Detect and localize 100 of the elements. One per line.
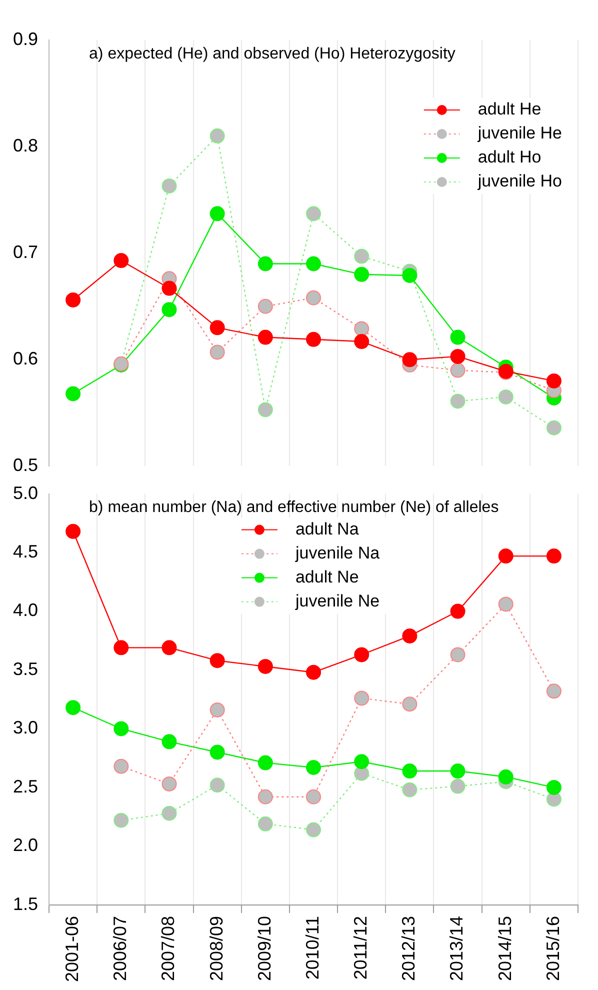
- point: [402, 764, 418, 779]
- point: [450, 778, 466, 794]
- point: [210, 653, 225, 668]
- point: [402, 352, 418, 368]
- y-tick-label: 1.5: [12, 894, 38, 914]
- point: [354, 266, 370, 282]
- legend-label: juvenile Ne: [294, 591, 380, 610]
- point: [114, 758, 129, 774]
- y-tick-label: 4.5: [12, 542, 38, 562]
- point: [306, 822, 322, 838]
- point: [162, 178, 177, 194]
- y-tick-label: 0.6: [12, 348, 38, 369]
- point: [162, 302, 177, 318]
- point: [306, 290, 322, 306]
- chart-title: a) expected (He) and observed (Ho) Heterozygosity: [89, 45, 456, 62]
- point: [354, 248, 370, 264]
- point: [210, 344, 225, 360]
- y-tick-label: 0.9: [12, 28, 38, 49]
- point: [306, 664, 322, 680]
- point: [546, 420, 562, 436]
- point: [498, 548, 514, 564]
- point: [402, 696, 418, 712]
- point: [210, 128, 225, 144]
- point: [114, 812, 129, 828]
- point: [258, 402, 273, 418]
- x-tick-label: 2007/08: [158, 916, 178, 982]
- y-tick-label: 0.7: [12, 242, 38, 262]
- point: [258, 755, 273, 770]
- point: [66, 386, 81, 402]
- point: [354, 334, 370, 350]
- y-tick-label: 0.5: [12, 455, 38, 476]
- point: [258, 658, 273, 674]
- point: [114, 253, 129, 268]
- x-tick-label: 2008/09: [206, 916, 226, 982]
- point: [354, 754, 370, 770]
- point: [162, 806, 177, 821]
- point: [498, 389, 514, 404]
- point: [66, 700, 81, 716]
- point: [210, 778, 225, 793]
- point: [258, 298, 273, 314]
- point: [306, 789, 322, 804]
- point: [306, 332, 322, 347]
- point: [306, 760, 322, 776]
- x-tick-label: 2012/13: [398, 916, 419, 982]
- x-tick-label: 2013/14: [446, 916, 467, 982]
- point: [450, 330, 466, 345]
- legend-label: adult Ne: [295, 567, 359, 586]
- x-tick-label: 2010/11: [302, 916, 322, 980]
- x-tick-label: 2006/07: [110, 916, 130, 982]
- point: [210, 320, 225, 336]
- point: [498, 596, 514, 612]
- point: [354, 321, 370, 336]
- y-tick-label: 4.0: [12, 600, 38, 620]
- point: [306, 256, 322, 272]
- point: [66, 292, 81, 308]
- x-tick-label: 2001-06: [62, 916, 82, 982]
- x-tick-label: 2009/10: [254, 916, 274, 982]
- point: [354, 647, 370, 662]
- y-tick-label: 5.0: [12, 482, 38, 503]
- legend-label: juvenile Ho: [476, 172, 562, 191]
- point: [258, 789, 273, 804]
- point: [258, 330, 273, 345]
- legend-label: juvenile He: [476, 124, 562, 143]
- point: [450, 348, 466, 364]
- point: [450, 362, 466, 378]
- y-tick-label: 2.5: [12, 776, 38, 796]
- point: [546, 684, 562, 699]
- legend-label: adult He: [478, 100, 542, 119]
- y-tick-label: 0.8: [12, 136, 38, 156]
- point: [306, 206, 322, 222]
- point: [546, 548, 562, 564]
- point: [210, 702, 225, 718]
- point: [162, 734, 177, 750]
- legend-label: adult Na: [295, 519, 360, 538]
- point: [162, 280, 177, 296]
- point: [450, 764, 466, 779]
- y-tick-label: 3.0: [12, 718, 38, 738]
- point: [114, 721, 129, 736]
- point: [450, 647, 466, 662]
- point: [450, 604, 466, 619]
- point: [450, 394, 466, 409]
- point: [210, 744, 225, 760]
- x-tick-label: 2014/15: [494, 916, 515, 982]
- point: [258, 256, 273, 272]
- point: [546, 373, 562, 388]
- point: [114, 640, 129, 656]
- point: [258, 816, 273, 832]
- y-tick-label: 3.5: [12, 658, 38, 679]
- point: [66, 524, 81, 539]
- point: [162, 776, 177, 792]
- legend-label: juvenile Na: [294, 543, 380, 562]
- chart-title: b) mean number (Na) and effective number (Ne) of alleles: [89, 499, 499, 516]
- point: [402, 628, 418, 644]
- y-tick-label: 2.0: [12, 835, 38, 856]
- x-tick-label: 2011/12: [350, 916, 371, 980]
- point: [498, 769, 514, 784]
- point: [402, 268, 418, 283]
- point: [162, 640, 177, 656]
- point: [402, 782, 418, 798]
- point: [354, 690, 370, 706]
